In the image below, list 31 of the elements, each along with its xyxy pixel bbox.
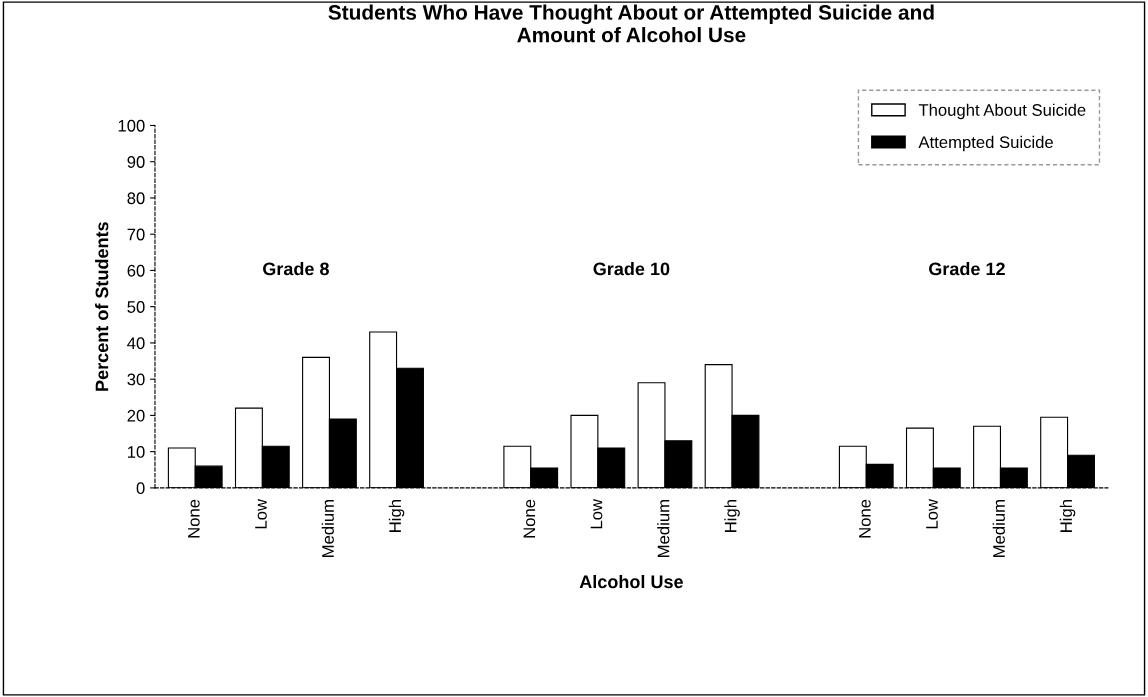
x-tick-label: Medium [992,500,1005,557]
y-tick-label: 70 [127,228,145,241]
x-tick-label: High [388,500,405,532]
x-tick-label: Low [255,498,267,529]
y-tick-label: 50 [127,301,145,313]
legend-label: Thought About Suicide [918,103,1086,120]
y-tick-label: 80 [127,192,145,205]
y-tick-label: 90 [127,156,145,168]
y-tick-label: 40 [127,337,145,350]
y-axis-title: Percent of Students [95,222,109,391]
annotation: Grade 10 [593,262,670,276]
x-tick-label: None [188,499,200,538]
y-tick-label: 10 [127,446,145,458]
x-tick-label: High [1059,500,1076,532]
legend-label: Attempted Suicide [918,135,1053,152]
y-tick-label: 0 [136,482,145,495]
annotation: Grade 12 [929,262,1005,276]
x-tick-label: High [724,500,740,532]
annotation: Grade 8 [263,262,329,276]
chart-title: Students Who Have Thought About or Attempted Suicide and Amount of Alcohol Use [328,4,934,43]
y-tick-label: 20 [127,409,145,422]
x-tick-label: Medium [321,500,334,557]
x-tick-label: None [859,499,871,538]
x-axis-title: Alcohol Use [579,574,683,589]
x-tick-label: Medium [657,500,670,557]
y-tick-label: 60 [127,264,145,277]
x-tick-label: Low [926,498,938,529]
y-tick-label: 100 [118,119,145,132]
x-tick-label: None [523,499,536,538]
y-tick-label: 30 [127,373,145,386]
x-tick-label: Low [590,498,603,529]
